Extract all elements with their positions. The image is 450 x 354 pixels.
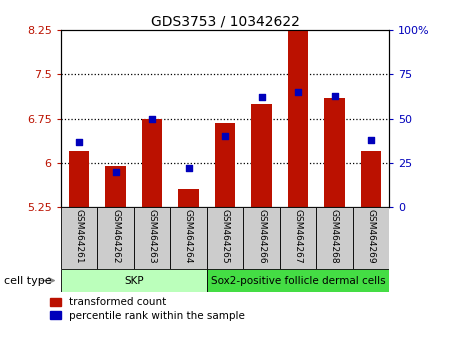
Point [367, 137, 374, 143]
Point [294, 89, 302, 95]
Bar [324, 98, 345, 207]
Bar [105, 166, 126, 207]
Text: GSM464261: GSM464261 [75, 209, 84, 264]
Bar [61, 269, 207, 292]
Bar [252, 104, 271, 207]
Text: GSM464262: GSM464262 [111, 209, 120, 263]
Bar [316, 207, 353, 269]
Point [148, 116, 156, 121]
Bar [280, 207, 316, 269]
Bar [97, 207, 134, 269]
Bar [142, 119, 162, 207]
Point [185, 165, 192, 171]
Bar [61, 207, 97, 269]
Bar [215, 123, 235, 207]
Text: GSM464268: GSM464268 [330, 209, 339, 264]
Point [221, 133, 229, 139]
Bar [361, 151, 381, 207]
Text: GSM464263: GSM464263 [148, 209, 157, 264]
Text: cell type: cell type [4, 275, 52, 286]
Text: GSM464264: GSM464264 [184, 209, 193, 263]
Bar [207, 207, 243, 269]
Bar [288, 27, 308, 207]
Bar [134, 207, 170, 269]
Text: GSM464267: GSM464267 [293, 209, 302, 264]
Bar [179, 189, 198, 207]
Bar [353, 207, 389, 269]
Bar [170, 207, 207, 269]
Text: GSM464266: GSM464266 [257, 209, 266, 264]
Point [258, 95, 265, 100]
Text: GSM464265: GSM464265 [220, 209, 230, 264]
Legend: transformed count, percentile rank within the sample: transformed count, percentile rank withi… [50, 297, 245, 321]
Title: GDS3753 / 10342622: GDS3753 / 10342622 [151, 15, 299, 29]
Point [331, 93, 338, 98]
Text: SKP: SKP [124, 275, 144, 286]
Point [76, 139, 83, 144]
Bar [243, 207, 280, 269]
Text: GSM464269: GSM464269 [366, 209, 375, 264]
Text: Sox2-positive follicle dermal cells: Sox2-positive follicle dermal cells [211, 275, 385, 286]
Point [112, 169, 119, 175]
Bar [207, 269, 389, 292]
Bar [69, 151, 89, 207]
